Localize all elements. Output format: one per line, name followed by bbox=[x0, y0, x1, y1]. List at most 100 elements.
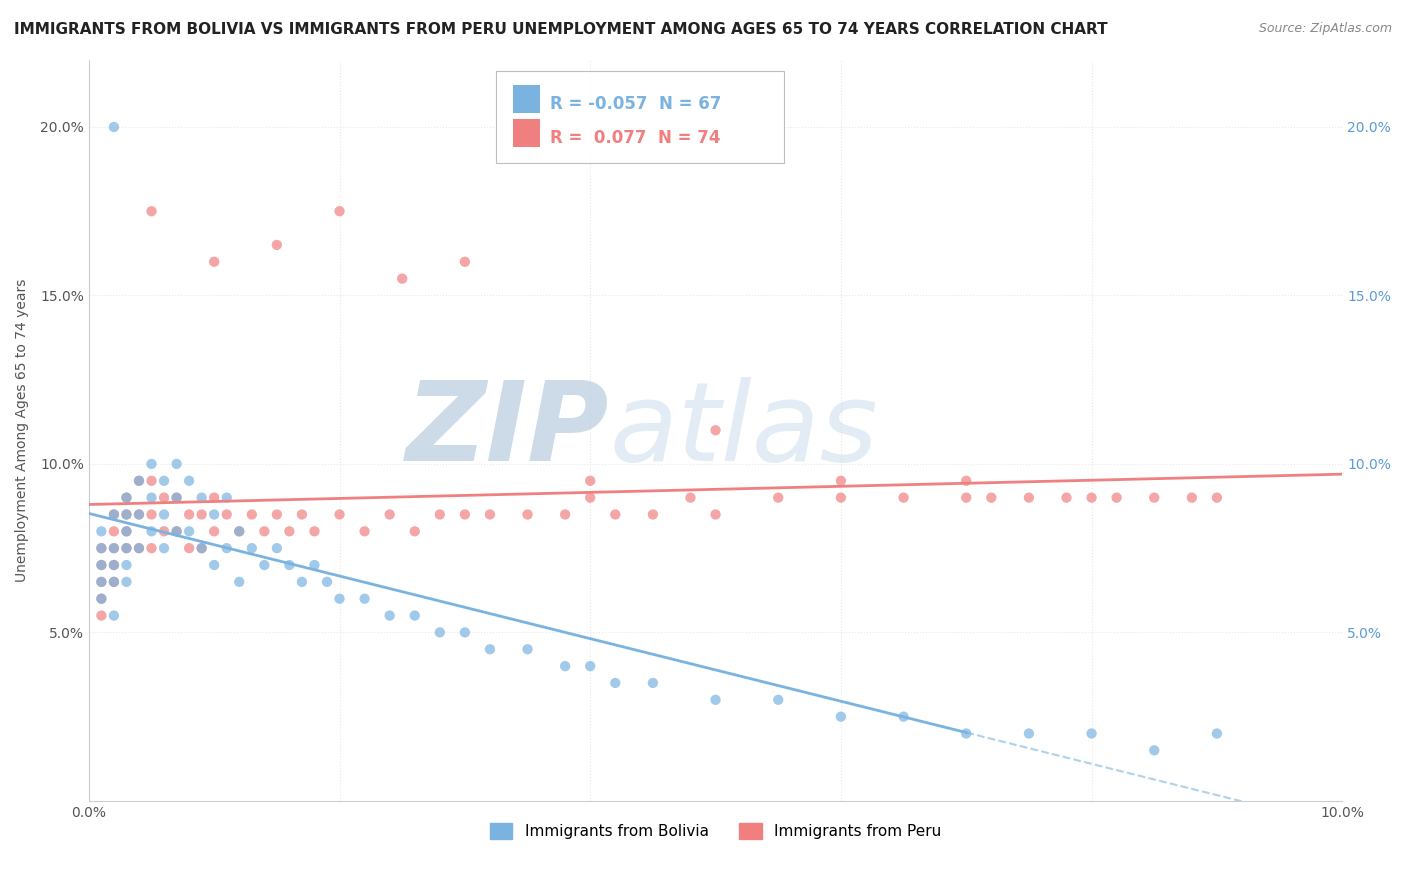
Point bbox=[579, 491, 602, 505]
Text: R = -0.057  N = 67: R = -0.057 N = 67 bbox=[550, 95, 721, 113]
Point bbox=[266, 541, 288, 556]
Point bbox=[266, 238, 288, 252]
Point bbox=[128, 508, 150, 522]
Point bbox=[103, 558, 125, 572]
Point bbox=[115, 541, 138, 556]
Point bbox=[240, 508, 263, 522]
Point bbox=[429, 625, 451, 640]
Point bbox=[830, 491, 852, 505]
Point bbox=[90, 574, 112, 589]
Point bbox=[115, 491, 138, 505]
Point bbox=[378, 608, 401, 623]
Text: atlas: atlas bbox=[609, 376, 877, 483]
Point bbox=[115, 558, 138, 572]
Point bbox=[478, 642, 501, 657]
Point bbox=[1105, 491, 1128, 505]
Point bbox=[202, 508, 225, 522]
Point bbox=[768, 693, 790, 707]
Point bbox=[704, 693, 727, 707]
Point bbox=[90, 608, 112, 623]
Point bbox=[228, 524, 250, 539]
Point bbox=[103, 574, 125, 589]
Point bbox=[128, 474, 150, 488]
Point bbox=[605, 508, 627, 522]
Point bbox=[141, 541, 163, 556]
Point bbox=[141, 204, 163, 219]
Point bbox=[893, 491, 915, 505]
Point bbox=[679, 491, 702, 505]
Point bbox=[115, 524, 138, 539]
Point bbox=[128, 541, 150, 556]
Point bbox=[1181, 491, 1204, 505]
Point bbox=[103, 541, 125, 556]
Point bbox=[115, 574, 138, 589]
Point bbox=[190, 491, 212, 505]
Point bbox=[153, 508, 176, 522]
Point bbox=[115, 508, 138, 522]
Point bbox=[1080, 726, 1102, 740]
Point bbox=[1143, 743, 1166, 757]
Point bbox=[179, 508, 201, 522]
Point bbox=[641, 508, 664, 522]
Point bbox=[328, 591, 350, 606]
Point bbox=[166, 524, 188, 539]
Point bbox=[141, 457, 163, 471]
Point bbox=[768, 491, 790, 505]
Point bbox=[179, 474, 201, 488]
Point bbox=[830, 474, 852, 488]
Point bbox=[153, 524, 176, 539]
Point bbox=[103, 508, 125, 522]
Point bbox=[429, 508, 451, 522]
Point bbox=[353, 591, 375, 606]
Point bbox=[202, 558, 225, 572]
FancyBboxPatch shape bbox=[513, 85, 540, 113]
Point bbox=[128, 541, 150, 556]
Point bbox=[328, 204, 350, 219]
Point bbox=[115, 491, 138, 505]
Point bbox=[1080, 491, 1102, 505]
Point bbox=[215, 508, 238, 522]
Point bbox=[202, 254, 225, 268]
Point bbox=[190, 541, 212, 556]
Point bbox=[90, 541, 112, 556]
Point bbox=[1056, 491, 1078, 505]
Point bbox=[955, 474, 977, 488]
Y-axis label: Unemployment Among Ages 65 to 74 years: Unemployment Among Ages 65 to 74 years bbox=[15, 278, 30, 582]
Point bbox=[516, 508, 538, 522]
Point bbox=[166, 457, 188, 471]
Point bbox=[404, 524, 426, 539]
Point bbox=[1206, 726, 1229, 740]
Point bbox=[90, 541, 112, 556]
Point bbox=[179, 524, 201, 539]
Point bbox=[404, 608, 426, 623]
Point bbox=[103, 508, 125, 522]
Point bbox=[579, 659, 602, 673]
Point bbox=[90, 558, 112, 572]
Point bbox=[291, 574, 314, 589]
Point bbox=[179, 541, 201, 556]
Point bbox=[516, 642, 538, 657]
Point bbox=[190, 508, 212, 522]
Point bbox=[128, 474, 150, 488]
Text: R =  0.077  N = 74: R = 0.077 N = 74 bbox=[550, 128, 721, 146]
Point bbox=[103, 541, 125, 556]
Point bbox=[893, 709, 915, 723]
Text: ZIP: ZIP bbox=[405, 376, 609, 483]
Point bbox=[291, 508, 314, 522]
Point bbox=[190, 541, 212, 556]
Point bbox=[278, 558, 301, 572]
Point bbox=[454, 625, 477, 640]
Point bbox=[704, 508, 727, 522]
Point bbox=[353, 524, 375, 539]
Point bbox=[253, 524, 276, 539]
Point bbox=[328, 508, 350, 522]
Point bbox=[454, 254, 477, 268]
Point bbox=[90, 591, 112, 606]
FancyBboxPatch shape bbox=[496, 70, 785, 163]
Point bbox=[304, 524, 326, 539]
Point bbox=[166, 491, 188, 505]
Point bbox=[103, 608, 125, 623]
Point bbox=[454, 508, 477, 522]
Point bbox=[240, 541, 263, 556]
Point bbox=[955, 491, 977, 505]
